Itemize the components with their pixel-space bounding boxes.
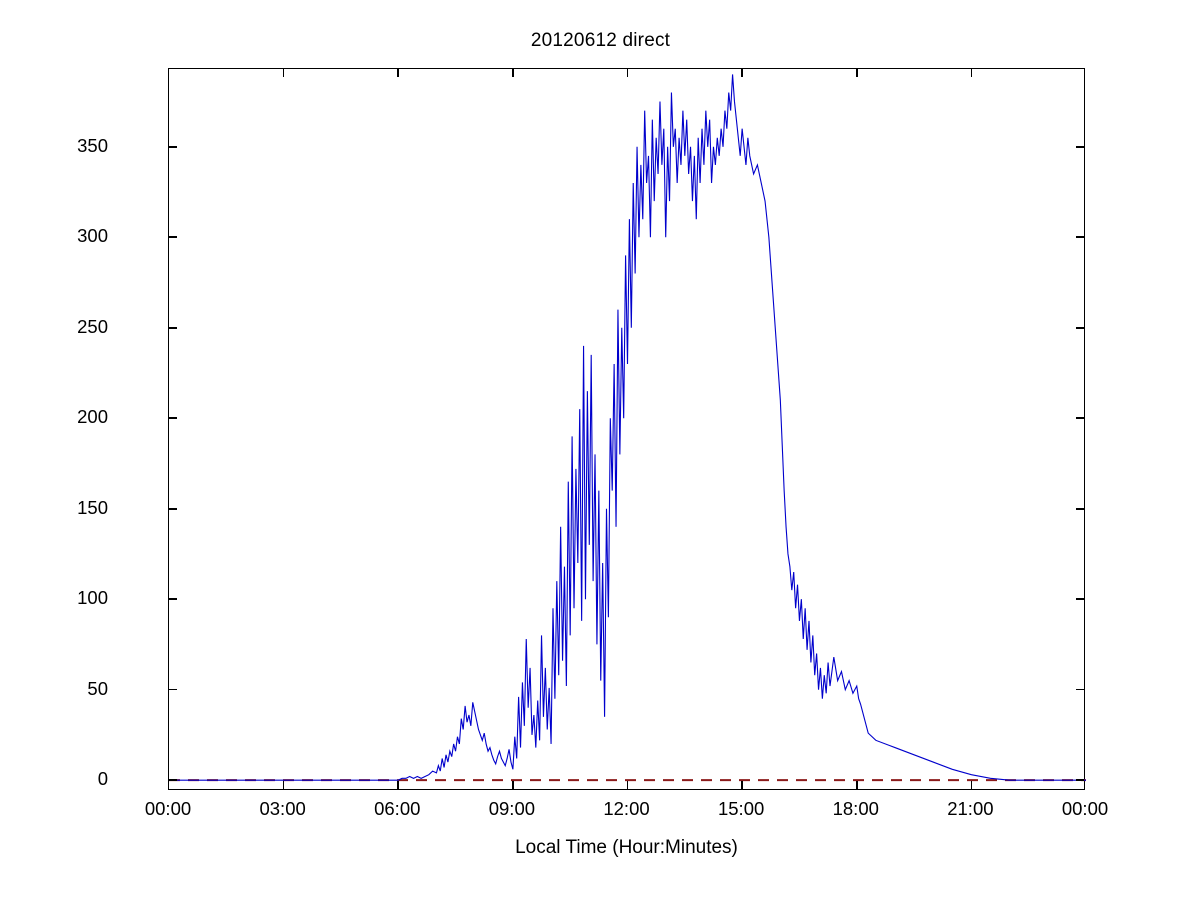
y-tick-mark-right [1076, 688, 1084, 691]
plot-svg [169, 74, 1086, 782]
y-tick-mark-right [1076, 779, 1084, 781]
y-tick-label: 0 [97, 768, 108, 790]
y-tick-mark [169, 507, 177, 510]
x-tick-label: 00:00 [1061, 798, 1109, 819]
x-tick-mark-top [970, 69, 973, 77]
x-tick-mark-top [512, 69, 514, 77]
x-tick-mark [512, 781, 514, 789]
x-tick-label: 18:00 [832, 798, 879, 819]
x-tick-mark [970, 781, 973, 789]
y-tick-mark [169, 688, 177, 691]
x-tick-mark-top [855, 69, 858, 77]
x-tick-label: 09:00 [488, 798, 536, 819]
y-tick-label: 250 [77, 315, 108, 337]
x-tick-label: 06:00 [374, 798, 421, 819]
y-tick-mark [169, 326, 177, 329]
y-tick-mark [169, 598, 177, 600]
x-tick-label: 03:00 [259, 798, 306, 819]
y-tick-mark-right [1076, 326, 1084, 329]
y-tick-mark [169, 236, 177, 239]
plot-axes [168, 68, 1086, 790]
x-tick-label: 12:00 [603, 798, 650, 819]
x-tick-mark [397, 781, 400, 789]
x-tick-mark [282, 781, 285, 789]
y-tick-mark-right [1076, 598, 1084, 600]
x-tick-mark-top [282, 69, 285, 77]
y-tick-label: 350 [77, 134, 108, 156]
x-tick-mark [855, 781, 858, 789]
x-tick-mark-top [397, 69, 400, 77]
y-tick-mark-right [1076, 507, 1084, 510]
x-tick-mark [741, 781, 743, 789]
x-tick-label: 15:00 [717, 798, 765, 819]
y-tick-mark [169, 417, 177, 420]
y-tick-mark-right [1076, 236, 1084, 239]
y-tick-mark [169, 779, 177, 781]
y-tick-mark-right [1076, 146, 1084, 148]
y-tick-label: 150 [77, 496, 108, 518]
x-tick-mark-top [626, 69, 629, 77]
x-axis-label: Local Time (Hour:Minutes) [515, 837, 738, 858]
x-tick-label: 00:00 [144, 798, 192, 819]
y-tick-label: 100 [77, 587, 108, 609]
x-tick-mark-top [741, 69, 743, 77]
chart-title: 20120612 direct [530, 30, 671, 51]
y-tick-mark-right [1076, 417, 1084, 420]
x-tick-mark [626, 781, 629, 789]
y-tick-mark [169, 146, 177, 148]
y-tick-label: 50 [87, 677, 108, 699]
x-tick-label: 21:00 [947, 798, 994, 819]
y-tick-label: 300 [77, 225, 108, 247]
y-tick-label: 200 [77, 406, 108, 428]
direct-irradiance-line [169, 74, 1086, 781]
